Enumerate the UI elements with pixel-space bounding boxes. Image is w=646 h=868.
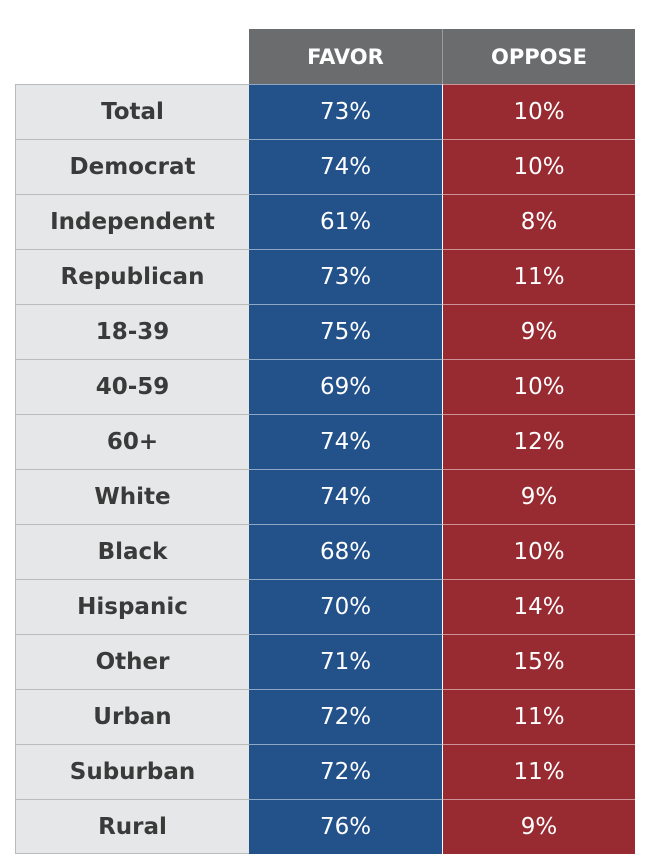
oppose-value: 10% bbox=[442, 524, 635, 579]
favor-value: 72% bbox=[249, 744, 442, 799]
table-header-row: FAVOR OPPOSE bbox=[15, 29, 635, 84]
row-label: Total bbox=[15, 84, 249, 139]
favor-oppose-table: FAVOR OPPOSE Total 73% 10% Democrat 74% 10% In… bbox=[15, 29, 635, 854]
favor-value: 73% bbox=[249, 249, 442, 304]
table-row: Urban 72% 11% bbox=[15, 689, 635, 744]
row-label: Urban bbox=[15, 689, 249, 744]
favor-value: 71% bbox=[249, 634, 442, 689]
oppose-value: 8% bbox=[442, 194, 635, 249]
table-row: Rural 76% 9% bbox=[15, 799, 635, 854]
row-label: Suburban bbox=[15, 744, 249, 799]
row-label: Rural bbox=[15, 799, 249, 854]
table-row: Hispanic 70% 14% bbox=[15, 579, 635, 634]
table-row: 18-39 75% 9% bbox=[15, 304, 635, 359]
favor-value: 75% bbox=[249, 304, 442, 359]
row-label: Other bbox=[15, 634, 249, 689]
favor-value: 69% bbox=[249, 359, 442, 414]
favor-value: 73% bbox=[249, 84, 442, 139]
table-row: Democrat 74% 10% bbox=[15, 139, 635, 194]
oppose-value: 14% bbox=[442, 579, 635, 634]
row-label: Democrat bbox=[15, 139, 249, 194]
row-label: Independent bbox=[15, 194, 249, 249]
row-label: Hispanic bbox=[15, 579, 249, 634]
row-label: 60+ bbox=[15, 414, 249, 469]
row-label: Republican bbox=[15, 249, 249, 304]
oppose-value: 15% bbox=[442, 634, 635, 689]
oppose-value: 11% bbox=[442, 249, 635, 304]
table-row: Independent 61% 8% bbox=[15, 194, 635, 249]
header-favor: FAVOR bbox=[249, 29, 442, 84]
header-oppose: OPPOSE bbox=[442, 29, 635, 84]
favor-value: 72% bbox=[249, 689, 442, 744]
table-row: Black 68% 10% bbox=[15, 524, 635, 579]
row-label: 40-59 bbox=[15, 359, 249, 414]
row-label: Black bbox=[15, 524, 249, 579]
favor-value: 61% bbox=[249, 194, 442, 249]
table-row: 40-59 69% 10% bbox=[15, 359, 635, 414]
favor-value: 76% bbox=[249, 799, 442, 854]
oppose-value: 11% bbox=[442, 744, 635, 799]
row-label: 18-39 bbox=[15, 304, 249, 359]
oppose-value: 9% bbox=[442, 304, 635, 359]
oppose-value: 10% bbox=[442, 139, 635, 194]
oppose-value: 10% bbox=[442, 84, 635, 139]
favor-value: 74% bbox=[249, 469, 442, 524]
oppose-value: 12% bbox=[442, 414, 635, 469]
row-label: White bbox=[15, 469, 249, 524]
oppose-value: 11% bbox=[442, 689, 635, 744]
favor-value: 70% bbox=[249, 579, 442, 634]
oppose-value: 9% bbox=[442, 469, 635, 524]
header-spacer bbox=[15, 29, 249, 84]
table-row: 60+ 74% 12% bbox=[15, 414, 635, 469]
table-row: Other 71% 15% bbox=[15, 634, 635, 689]
table-row: White 74% 9% bbox=[15, 469, 635, 524]
oppose-value: 10% bbox=[442, 359, 635, 414]
table-row: Suburban 72% 11% bbox=[15, 744, 635, 799]
oppose-value: 9% bbox=[442, 799, 635, 854]
favor-value: 74% bbox=[249, 414, 442, 469]
favor-value: 74% bbox=[249, 139, 442, 194]
favor-value: 68% bbox=[249, 524, 442, 579]
table-row: Republican 73% 11% bbox=[15, 249, 635, 304]
table-row: Total 73% 10% bbox=[15, 84, 635, 139]
table-body: Total 73% 10% Democrat 74% 10% Independent 61% 8… bbox=[15, 84, 635, 854]
